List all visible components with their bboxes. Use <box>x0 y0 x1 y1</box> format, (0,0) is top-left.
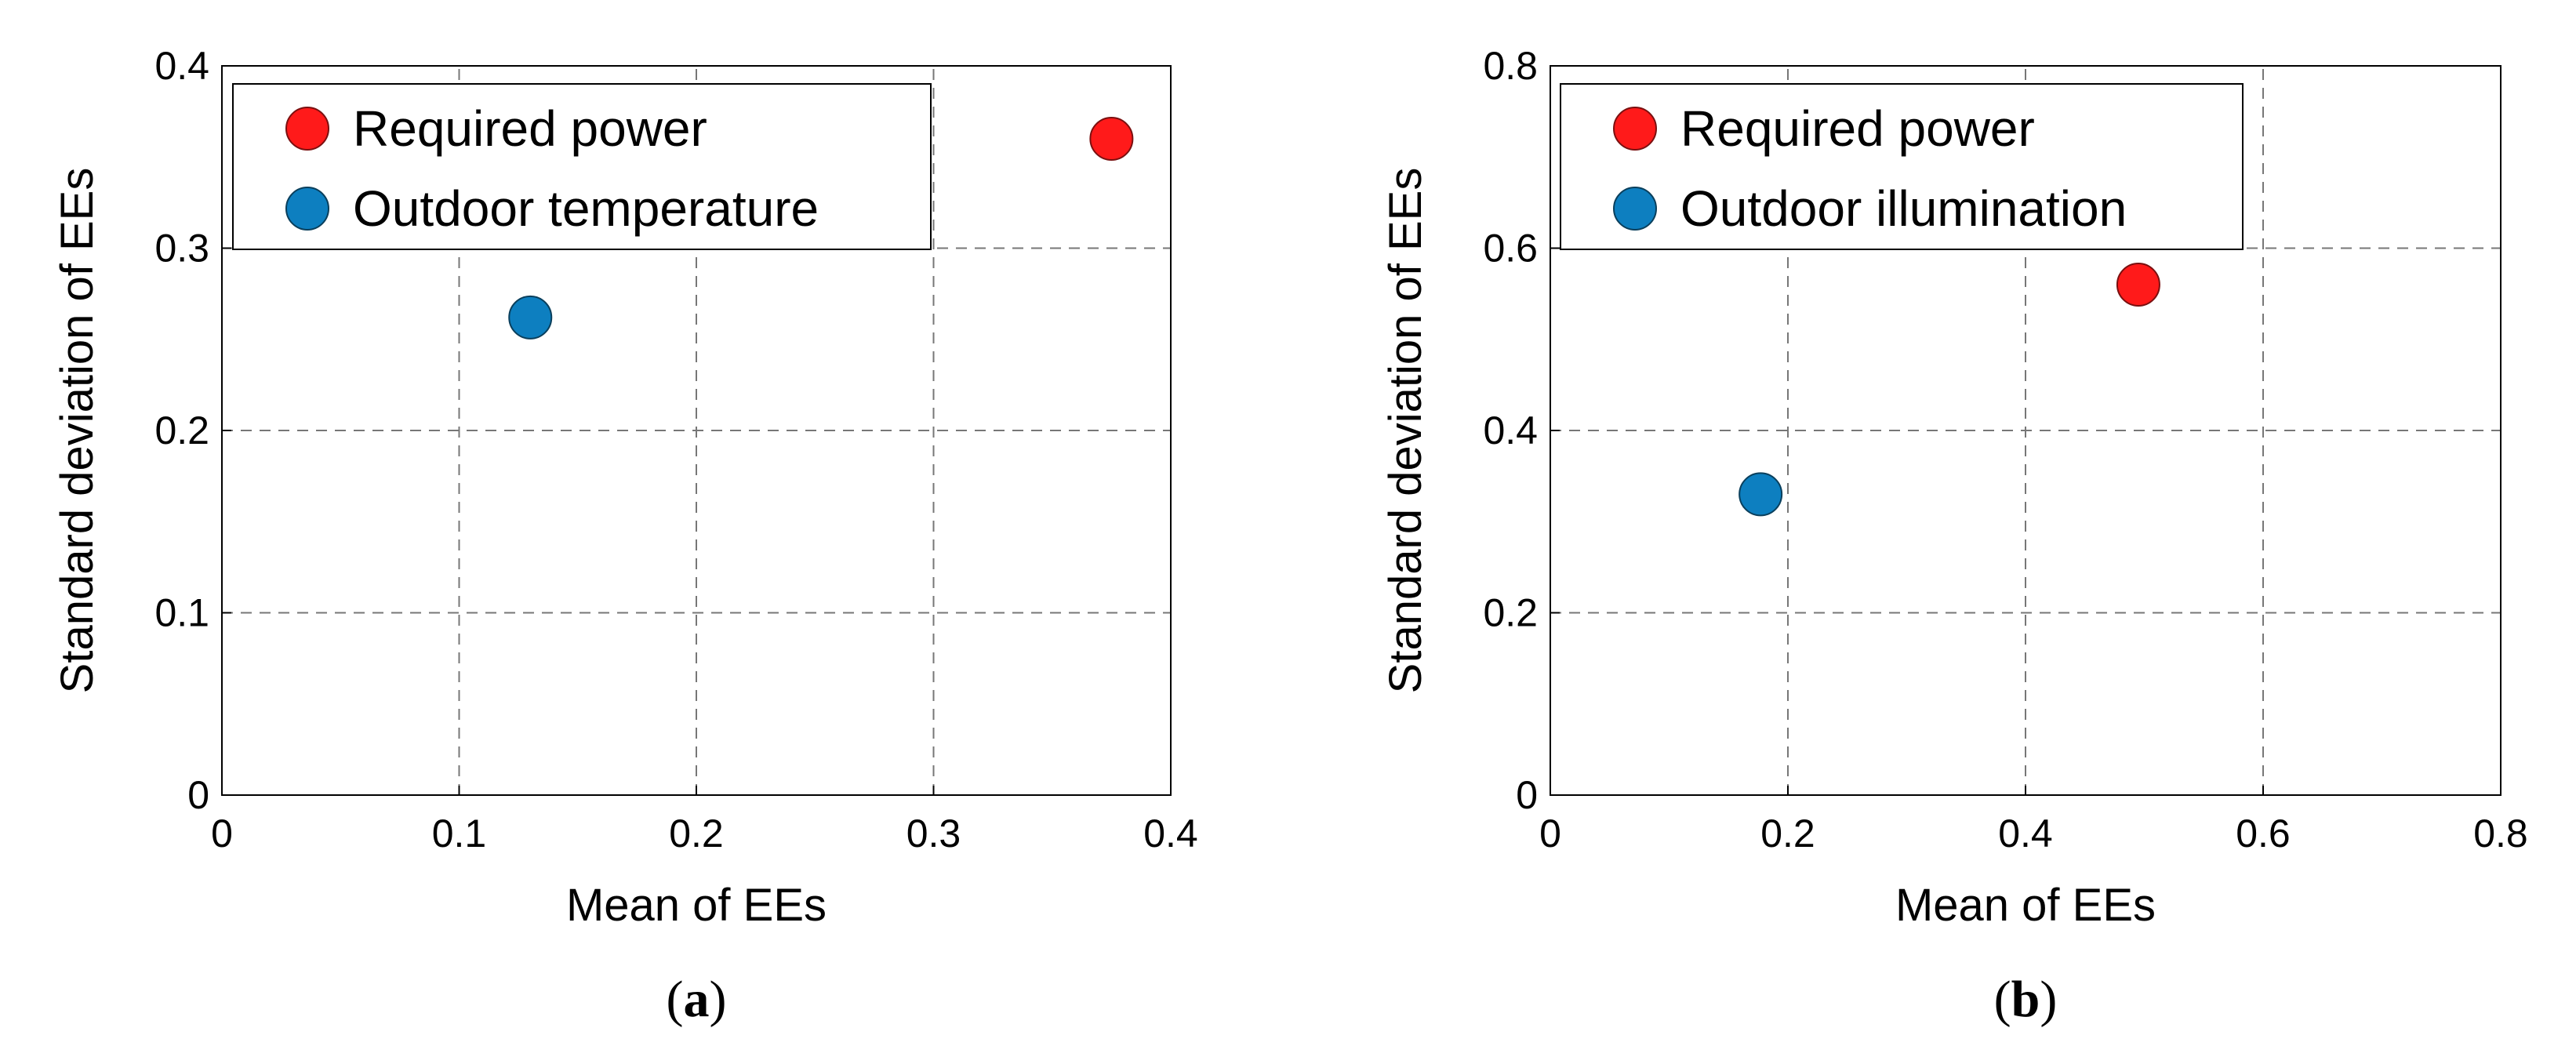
x-tick-label-a: 0.3 <box>907 812 961 855</box>
legend-marker-required-power-a <box>285 107 329 151</box>
x-tick-label-a: 0.4 <box>1143 812 1198 855</box>
legend-box-b <box>1560 83 2244 250</box>
legend-box-a <box>232 83 932 250</box>
chart-panel-b: 0 0.2 0.4 0.6 0.8 00.20.40.60.8 Mean of EEs … <box>1380 44 2528 1028</box>
panel-caption-a: (a) <box>667 971 727 1028</box>
legend-marker-outdoor-temperature-a <box>285 187 329 231</box>
point-required-power-b <box>2116 263 2160 307</box>
y-tick-label-a: 0.1 <box>154 591 209 635</box>
legend-b: Required power Outdoor illumination <box>1560 83 2244 250</box>
y-tick-label-b: 0.8 <box>1483 44 1538 88</box>
y-tick-label-a: 0 <box>187 773 209 817</box>
x-tick-label-a: 0.1 <box>432 812 487 855</box>
x-tick-label-a: 0.2 <box>669 812 724 855</box>
y-axis-label-b: Standard deviation of EEs <box>1380 168 1431 694</box>
x-tick-label-b: 0 <box>1539 812 1561 855</box>
y-tick-label-a: 0.3 <box>154 227 209 271</box>
x-axis-label-b: Mean of EEs <box>1895 880 2156 931</box>
panel-caption-b: (b) <box>1994 971 2058 1028</box>
plot-frame-a <box>221 65 1172 796</box>
y-tick-label-b: 0.6 <box>1483 227 1538 271</box>
y-tick-label-a: 0.4 <box>154 44 209 88</box>
y-tick-label-b: 0 <box>1516 773 1538 817</box>
x-tick-label-b: 0.4 <box>1998 812 2053 855</box>
legend-a: Required power Outdoor temperature <box>232 83 932 250</box>
legend-marker-required-power-b <box>1613 107 1657 151</box>
point-outdoor-illumination-b <box>1739 472 1783 517</box>
y-tick-label-a: 0.2 <box>154 409 209 452</box>
legend-marker-outdoor-illumination-b <box>1613 187 1657 231</box>
x-tick-label-b: 0.2 <box>1760 812 1815 855</box>
legend-label-required-power-b: Required power <box>1680 100 2035 157</box>
chart-panel-a: 0 0.1 0.2 0.3 0.4 00.10.20.30.4 Mean of EEs … <box>52 44 1198 1028</box>
point-outdoor-temperature-a <box>508 295 553 340</box>
y-axis-label-a: Standard deviation of EEs <box>52 168 103 694</box>
x-axis-label-a: Mean of EEs <box>566 880 827 931</box>
point-required-power-a <box>1089 117 1134 161</box>
legend-label-outdoor-temperature-a: Outdoor temperature <box>353 180 819 237</box>
x-tick-label-b: 0.6 <box>2236 812 2291 855</box>
plot-frame-b <box>1550 65 2502 796</box>
legend-label-required-power-a: Required power <box>353 100 707 157</box>
legend-label-outdoor-illumination-b: Outdoor illumination <box>1680 180 2127 237</box>
x-tick-label-a: 0 <box>211 812 233 855</box>
x-tick-label-b: 0.8 <box>2473 812 2528 855</box>
y-tick-label-b: 0.2 <box>1483 591 1538 635</box>
y-tick-label-b: 0.4 <box>1483 409 1538 452</box>
